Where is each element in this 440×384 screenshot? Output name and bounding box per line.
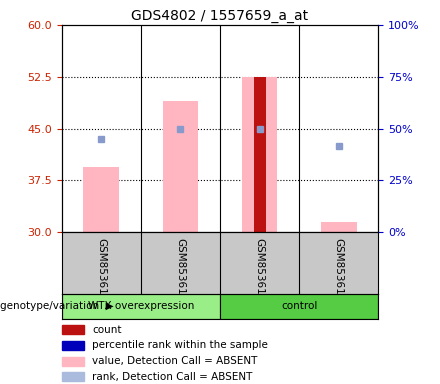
Bar — [163, 101, 198, 232]
Text: count: count — [92, 325, 122, 335]
Text: control: control — [281, 301, 317, 311]
Text: percentile rank within the sample: percentile rank within the sample — [92, 341, 268, 351]
Text: GSM853614: GSM853614 — [334, 238, 344, 302]
Bar — [62, 294, 220, 319]
Bar — [253, 77, 266, 232]
Bar — [62, 325, 84, 334]
Text: GSM853612: GSM853612 — [255, 238, 264, 302]
Text: value, Detection Call = ABSENT: value, Detection Call = ABSENT — [92, 356, 258, 366]
Bar — [62, 372, 84, 381]
Bar — [321, 222, 356, 232]
Text: WTX overexpression: WTX overexpression — [88, 301, 194, 311]
Bar — [242, 77, 278, 232]
Bar — [220, 294, 378, 319]
Text: genotype/variation  ▶: genotype/variation ▶ — [0, 301, 114, 311]
Title: GDS4802 / 1557659_a_at: GDS4802 / 1557659_a_at — [132, 8, 308, 23]
Bar — [62, 357, 84, 366]
Text: GSM853611: GSM853611 — [96, 238, 106, 302]
Bar — [62, 341, 84, 350]
Text: rank, Detection Call = ABSENT: rank, Detection Call = ABSENT — [92, 372, 253, 382]
Bar — [84, 167, 119, 232]
Text: GSM853613: GSM853613 — [176, 238, 185, 302]
